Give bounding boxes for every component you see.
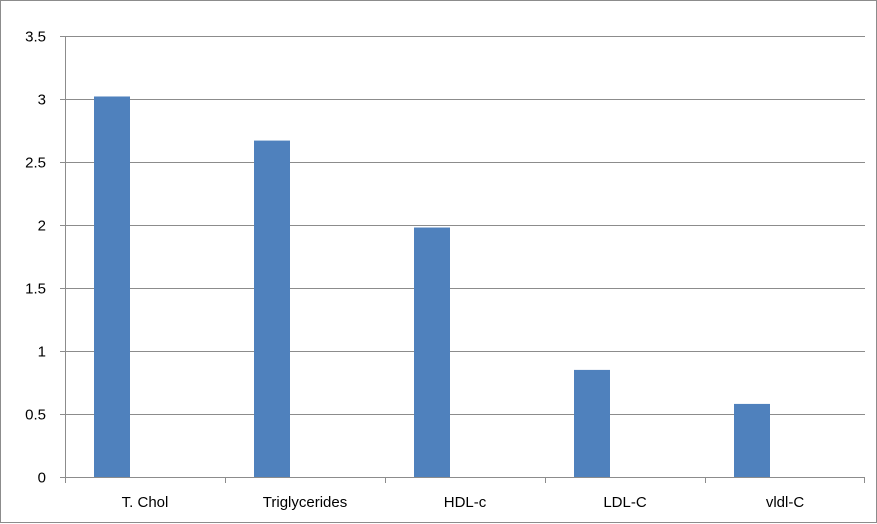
bar <box>574 369 610 477</box>
bar <box>254 140 290 477</box>
y-tick-label: 0 <box>38 470 46 487</box>
y-tick-label: 3 <box>38 92 46 109</box>
bar <box>94 96 130 477</box>
y-tick-labels: 0 0.5 1 1.5 2 2.5 3 3.5 <box>25 29 46 487</box>
bars <box>94 96 770 477</box>
y-tick-label: 3.5 <box>25 29 46 46</box>
y-tick-label: 2 <box>38 218 46 235</box>
x-tick-label: HDL-c <box>444 494 487 511</box>
x-tick-label: vldl-C <box>766 494 805 511</box>
x-tick-label: T. Chol <box>122 494 169 511</box>
y-tick-label: 2.5 <box>25 155 46 172</box>
bar <box>734 403 770 477</box>
y-tick-label: 0.5 <box>25 407 46 424</box>
axes <box>60 36 865 483</box>
bar <box>414 227 450 477</box>
x-tick-label: Triglycerides <box>263 494 347 511</box>
y-tick-label: 1.5 <box>25 281 46 298</box>
grid-lines <box>65 36 865 415</box>
x-tick-labels: T. Chol Triglycerides HDL-c LDL-C vldl-C <box>122 494 805 511</box>
y-tick-label: 1 <box>38 344 46 361</box>
x-tick-label: LDL-C <box>603 494 647 511</box>
